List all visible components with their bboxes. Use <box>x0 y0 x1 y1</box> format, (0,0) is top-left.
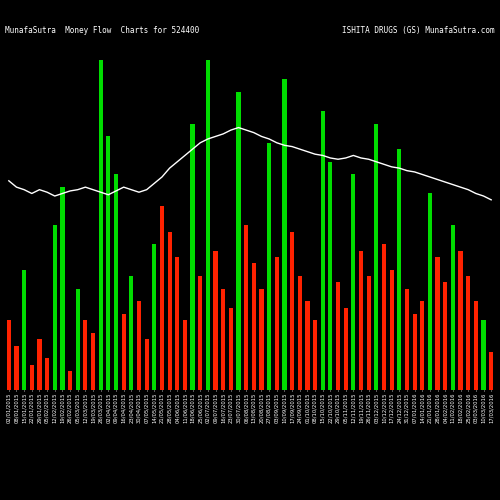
Bar <box>38 340 42 390</box>
Bar <box>390 270 394 390</box>
Bar <box>198 276 202 390</box>
Bar <box>366 276 371 390</box>
Bar <box>137 301 141 390</box>
Bar <box>98 60 103 390</box>
Bar <box>252 263 256 390</box>
Bar <box>122 314 126 390</box>
Bar <box>236 92 240 390</box>
Bar <box>22 270 26 390</box>
Bar <box>298 276 302 390</box>
Bar <box>114 174 118 390</box>
Bar <box>436 257 440 390</box>
Bar <box>482 320 486 390</box>
Bar <box>6 320 11 390</box>
Bar <box>489 352 494 390</box>
Bar <box>30 364 34 390</box>
Bar <box>60 187 64 390</box>
Bar <box>206 60 210 390</box>
Bar <box>374 124 378 390</box>
Bar <box>412 314 416 390</box>
Bar <box>443 282 448 390</box>
Bar <box>474 301 478 390</box>
Bar <box>328 162 332 390</box>
Text: ISHITA DRUGS (GS) MunafaSutra.com: ISHITA DRUGS (GS) MunafaSutra.com <box>342 26 495 35</box>
Bar <box>260 288 264 390</box>
Bar <box>106 136 110 390</box>
Bar <box>14 346 18 390</box>
Bar <box>397 149 402 390</box>
Bar <box>129 276 134 390</box>
Bar <box>420 301 424 390</box>
Bar <box>405 288 409 390</box>
Bar <box>290 232 294 390</box>
Bar <box>336 282 340 390</box>
Bar <box>320 111 325 390</box>
Bar <box>428 194 432 390</box>
Bar <box>229 308 233 390</box>
Bar <box>306 301 310 390</box>
Bar <box>282 80 286 390</box>
Bar <box>183 320 187 390</box>
Bar <box>382 244 386 390</box>
Bar <box>160 206 164 390</box>
Bar <box>68 371 72 390</box>
Bar <box>84 320 87 390</box>
Bar <box>267 143 271 390</box>
Bar <box>214 250 218 390</box>
Bar <box>458 250 462 390</box>
Text: MunafaSutra  Money Flow  Charts for 524400: MunafaSutra Money Flow Charts for 524400 <box>5 26 199 35</box>
Bar <box>359 250 363 390</box>
Bar <box>45 358 49 390</box>
Bar <box>274 257 279 390</box>
Bar <box>190 124 194 390</box>
Bar <box>244 225 248 390</box>
Bar <box>352 174 356 390</box>
Bar <box>466 276 470 390</box>
Bar <box>52 225 57 390</box>
Bar <box>152 244 156 390</box>
Bar <box>175 257 180 390</box>
Bar <box>313 320 317 390</box>
Bar <box>344 308 348 390</box>
Bar <box>144 340 148 390</box>
Bar <box>221 288 226 390</box>
Bar <box>451 225 455 390</box>
Bar <box>76 288 80 390</box>
Bar <box>168 232 172 390</box>
Bar <box>91 333 95 390</box>
